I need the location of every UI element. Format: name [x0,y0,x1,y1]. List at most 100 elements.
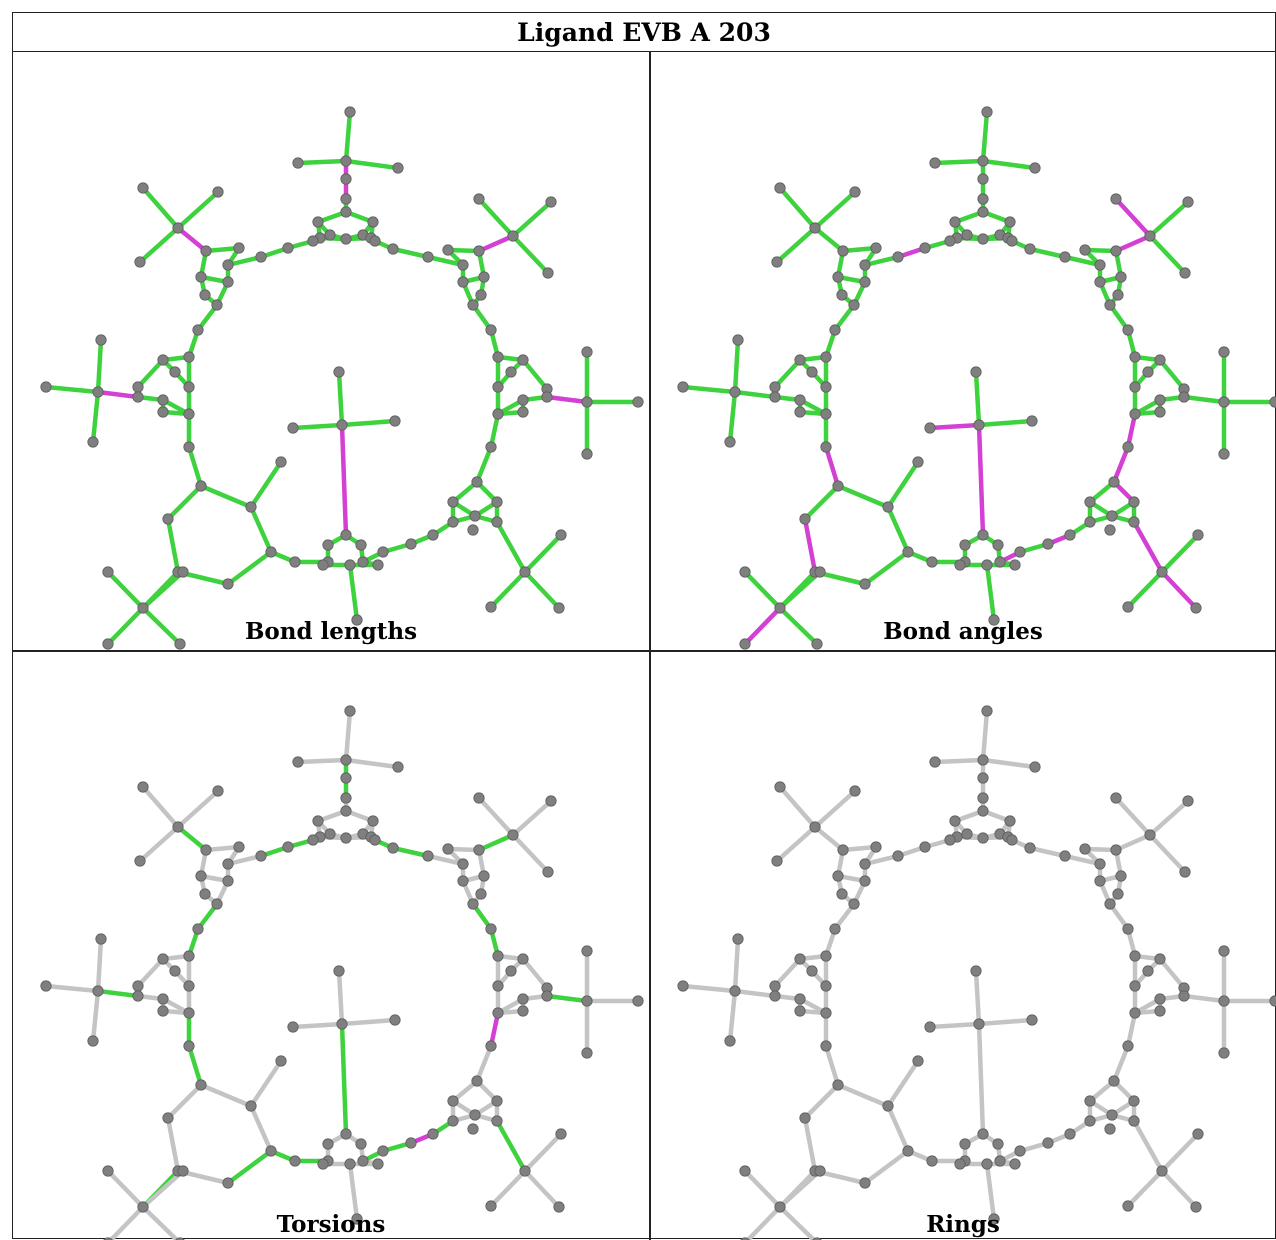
atom-m11 [282,841,294,853]
atom-m33 [820,351,832,363]
molecule-render-bond-lengths [40,106,644,650]
atom-m57 [447,516,459,528]
bond-m52-m53 [1111,1043,1131,1084]
bond-t1u-t1c [343,708,353,763]
bond-t6c-t6y [777,605,820,647]
atom-cen [973,1018,985,1030]
bond-m77-m72 [225,549,274,587]
atom-t2c [809,222,821,234]
atom-m43 [794,993,806,1005]
atom-m22 [457,858,469,870]
atom-t2x [771,855,783,867]
atom-m41 [820,980,832,992]
bond-t4c-t4x [90,988,101,1044]
atom-m38 [505,366,517,378]
atom-m75 [162,1112,174,1124]
atom-t7x [553,602,565,614]
atom-m37 [806,366,818,378]
atom-m29 [848,299,860,311]
bond-cen-cenL [927,1021,982,1030]
atom-m13 [369,834,381,846]
bond-t4c-t4a [680,384,738,395]
atom-m69 [981,559,993,571]
atom-cenR [389,1014,401,1026]
atom-m12 [944,235,956,247]
bond-t2c-t2x [137,225,181,265]
atom-t5a [581,945,593,957]
bond-t6c-t6x [105,605,146,647]
bond-t3c-m20 [476,832,516,853]
bond-t1b-t1c [343,757,401,770]
bond-m74-m73 [835,1082,891,1109]
atom-m59 [467,1123,479,1135]
bond-t3c-m20 [1113,832,1153,853]
atom-m74 [832,1079,844,1091]
atom-m14 [387,243,399,255]
atom-cenL [287,422,299,434]
atom-m27 [836,888,848,900]
atom-m22 [1094,858,1106,870]
bond-cen-cenT [336,968,345,1027]
bond-m36-m40 [1157,956,1187,991]
atom-m62 [1014,1145,1026,1157]
atom-m70 [372,1158,384,1170]
atom-t5x [581,448,593,460]
atom-cenT [333,366,345,378]
atom-t1b [392,761,404,773]
atom-m53 [471,476,483,488]
atom-t2b [849,186,861,198]
atom-t5x [581,1047,593,1059]
atom-m5 [1004,216,1016,228]
bond-t2c-t2x [774,824,818,864]
atom-m58 [1128,516,1140,528]
atom-m55 [491,1095,503,1107]
atom-m25 [859,875,871,887]
atom-t2b [849,785,861,797]
atom-m31 [829,923,841,935]
bond-t2c-t2b [812,788,858,830]
bond-m75-m76 [165,1115,181,1174]
atom-m24 [478,870,490,882]
atom-m21 [859,259,871,271]
atom-t5a [1218,945,1230,957]
bond-m15-m21 [225,853,264,867]
atom-m74 [195,480,207,492]
atom-m50 [517,1005,529,1017]
atom-m48 [492,1007,504,1019]
bond-t2c-t2b [175,788,221,830]
bond-t6c-t6a [105,569,146,611]
atom-t5a [1218,346,1230,358]
atom-t2b [212,186,224,198]
atom-m36 [517,354,529,366]
bond-m14-m16 [1027,246,1068,260]
bond-cen-cenL [290,1021,345,1030]
bond-t7c-t7a [488,1168,528,1209]
atom-m39 [132,980,144,992]
atom-t4a [677,381,689,393]
atom-t6x [102,638,114,650]
atom-m28 [1112,888,1124,900]
atom-m69 [981,1158,993,1170]
atom-m15 [892,850,904,862]
atom-t4x [87,1035,99,1047]
bond-m35-m39 [135,357,166,390]
atom-m1 [977,772,989,784]
atom-m32 [1122,324,1134,336]
atom-t2x [134,855,146,867]
atom-t6c [774,602,786,614]
bond-t2c-t2a [777,784,818,830]
atom-m55 [1128,496,1140,508]
atom-m63 [992,1138,1004,1150]
atom-m16 [422,251,434,263]
atom-t4c [92,386,104,398]
atom-t6x [739,638,751,650]
bond-t7c-t7x [1159,1168,1199,1210]
atom-m31 [829,324,841,336]
atom-m68 [317,1158,329,1170]
atom-t2c [809,821,821,833]
atom-m38 [505,965,517,977]
atom-m20 [1110,844,1122,856]
atom-t2a [774,781,786,793]
atom-t6c [137,602,149,614]
atom-t5b [632,995,644,1007]
